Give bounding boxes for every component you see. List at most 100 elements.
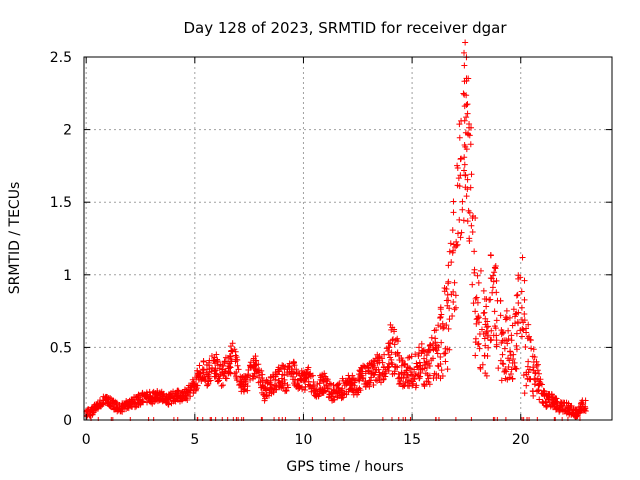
data-point [445, 325, 452, 332]
data-point [483, 303, 490, 310]
data-point [399, 357, 406, 364]
data-point [429, 355, 436, 362]
data-point [400, 371, 407, 378]
data-point [222, 368, 229, 375]
data-point [493, 277, 500, 284]
data-point [128, 401, 135, 408]
data-point [226, 352, 233, 359]
data-point [245, 366, 252, 373]
data-point [249, 372, 256, 379]
data-point [107, 403, 114, 410]
data-point [518, 316, 525, 323]
data-point [476, 319, 483, 326]
data-point [461, 62, 468, 69]
data-point [471, 266, 478, 273]
data-point [466, 209, 473, 216]
data-point [179, 390, 186, 397]
data-point [480, 310, 487, 317]
data-point [462, 39, 469, 46]
data-point [464, 218, 471, 225]
data-point [361, 363, 368, 370]
data-point [437, 304, 444, 311]
data-point [322, 387, 329, 394]
data-point [427, 341, 434, 348]
data-point [267, 377, 274, 384]
data-point [341, 390, 348, 397]
data-point [218, 382, 225, 389]
data-point [543, 403, 550, 410]
data-point [87, 407, 94, 414]
data-point [501, 368, 508, 375]
data-point [357, 368, 364, 375]
data-point [468, 171, 475, 178]
data-point [515, 309, 522, 316]
data-point [149, 400, 156, 407]
data-point [416, 359, 423, 366]
data-point [468, 222, 475, 229]
data-point [455, 175, 462, 182]
data-point [241, 372, 248, 379]
data-point [234, 377, 241, 384]
data-point [450, 298, 457, 305]
data-point [506, 314, 513, 321]
data-point [508, 332, 515, 339]
data-point [557, 406, 564, 413]
data-point [97, 401, 104, 408]
data-point [315, 392, 322, 399]
data-point [464, 176, 471, 183]
data-point [513, 365, 520, 372]
data-point [283, 387, 290, 394]
data-point [463, 193, 470, 200]
data-point [424, 359, 431, 366]
data-point [383, 345, 390, 352]
data-point [452, 292, 459, 299]
data-point [291, 382, 298, 389]
data-point [534, 361, 541, 368]
data-point [366, 383, 373, 390]
data-point [113, 401, 120, 408]
data-point [437, 314, 444, 321]
data-point [533, 358, 540, 365]
data-point [413, 360, 420, 367]
data-point [472, 215, 479, 222]
data-point [231, 346, 238, 353]
x-tick-label: 5 [190, 432, 199, 448]
data-point [509, 375, 516, 382]
data-point [204, 382, 211, 389]
data-point [507, 371, 514, 378]
data-point [561, 406, 568, 413]
data-point [154, 387, 161, 394]
data-point [451, 306, 458, 313]
data-point [521, 296, 528, 303]
data-point [469, 228, 476, 235]
data-point [515, 272, 522, 279]
data-point [117, 408, 124, 415]
data-point [309, 383, 316, 390]
data-point [487, 337, 494, 344]
data-point [426, 347, 433, 354]
data-point [404, 379, 411, 386]
data-point [491, 264, 498, 271]
data-point [491, 269, 498, 276]
data-point [513, 330, 520, 337]
data-point [401, 361, 408, 368]
data-point [416, 344, 423, 351]
data-point [506, 374, 513, 381]
data-point [376, 369, 383, 376]
data-point [483, 324, 490, 331]
data-point [487, 251, 494, 258]
data-point [419, 348, 426, 355]
data-point [514, 319, 521, 326]
data-point [493, 317, 500, 324]
chart-title: Day 128 of 2023, SRMTID for receiver dga… [183, 19, 507, 37]
data-point [450, 198, 457, 205]
x-tick-label: 0 [82, 432, 91, 448]
data-point [165, 401, 172, 408]
data-point [419, 366, 426, 373]
y-axis: 0 0.5 1 1.5 2 2.5 [50, 50, 612, 429]
data-point [463, 114, 470, 121]
data-point [532, 376, 539, 383]
data-point [385, 347, 392, 354]
data-point [278, 375, 285, 382]
data-point [380, 372, 387, 379]
